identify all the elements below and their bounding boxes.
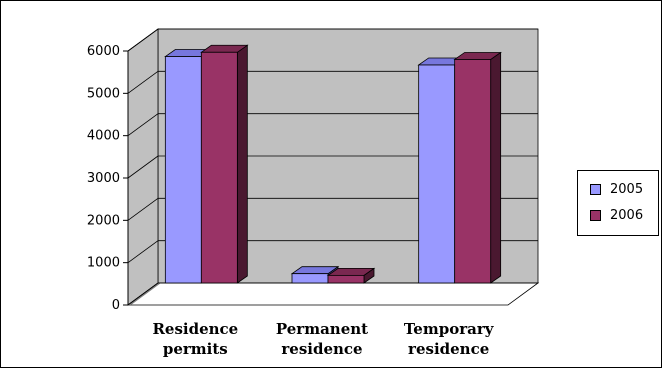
gridline-side-5000: [127, 71, 159, 94]
gridline-side-6000: [127, 28, 159, 52]
legend: 2005 2006: [577, 170, 659, 236]
category-label-1-line-1: residence: [281, 340, 362, 358]
gridline-side-4000: [127, 113, 159, 136]
y-tick-label-5000: 5000: [87, 86, 120, 101]
y-tick-label-0: 0: [112, 298, 120, 313]
y-tick-label-3000: 3000: [87, 171, 120, 186]
gridline-side-1000: [127, 240, 159, 263]
category-label-2-line-0: Temporary: [404, 320, 495, 338]
floor-edge: [128, 283, 161, 305]
category-label-0-line-1: permits: [163, 340, 228, 358]
y-axis: 0 1000 2000 3000 4000 5000 6000: [87, 44, 129, 313]
y-tick-label-2000: 2000: [87, 213, 120, 228]
legend-item-2005: 2005: [590, 181, 643, 197]
bar-residence-permits-2006: [200, 51, 238, 284]
gridline-side-2000: [127, 198, 159, 221]
category-label-1-line-0: Permanent: [276, 320, 368, 338]
bar-permanent-residence-2006: [327, 274, 365, 284]
legend-swatch-2006: [590, 209, 601, 221]
y-tick-label-4000: 4000: [87, 129, 120, 144]
x-axis-categories: Residence permits Permanent residence Tempor…: [152, 320, 494, 358]
y-tick-label-1000: 1000: [87, 256, 120, 271]
floor: [126, 282, 540, 306]
y-tick-label-6000: 6000: [87, 44, 120, 59]
bar-temporary-residence-2006-side: [490, 51, 502, 284]
category-label-0-line-0: Residence: [152, 320, 238, 338]
bars: [164, 44, 502, 284]
bar-temporary-residence-2006: [454, 59, 492, 284]
category-label-2-line-1: residence: [408, 340, 489, 358]
gridline-side-3000: [127, 155, 159, 179]
gridline-side-0: [127, 282, 159, 306]
legend-label-2006: 2006: [610, 207, 644, 223]
legend-item-2006: 2006: [590, 207, 643, 223]
bar-permanent-residence-2005: [291, 273, 329, 284]
legend-label-2005: 2005: [610, 181, 644, 197]
bar-residence-permits-2006-side: [236, 44, 248, 284]
legend-swatch-2005: [590, 183, 601, 195]
bar-temporary-residence-2005: [418, 64, 456, 284]
bar-residence-permits-2005: [164, 56, 202, 284]
